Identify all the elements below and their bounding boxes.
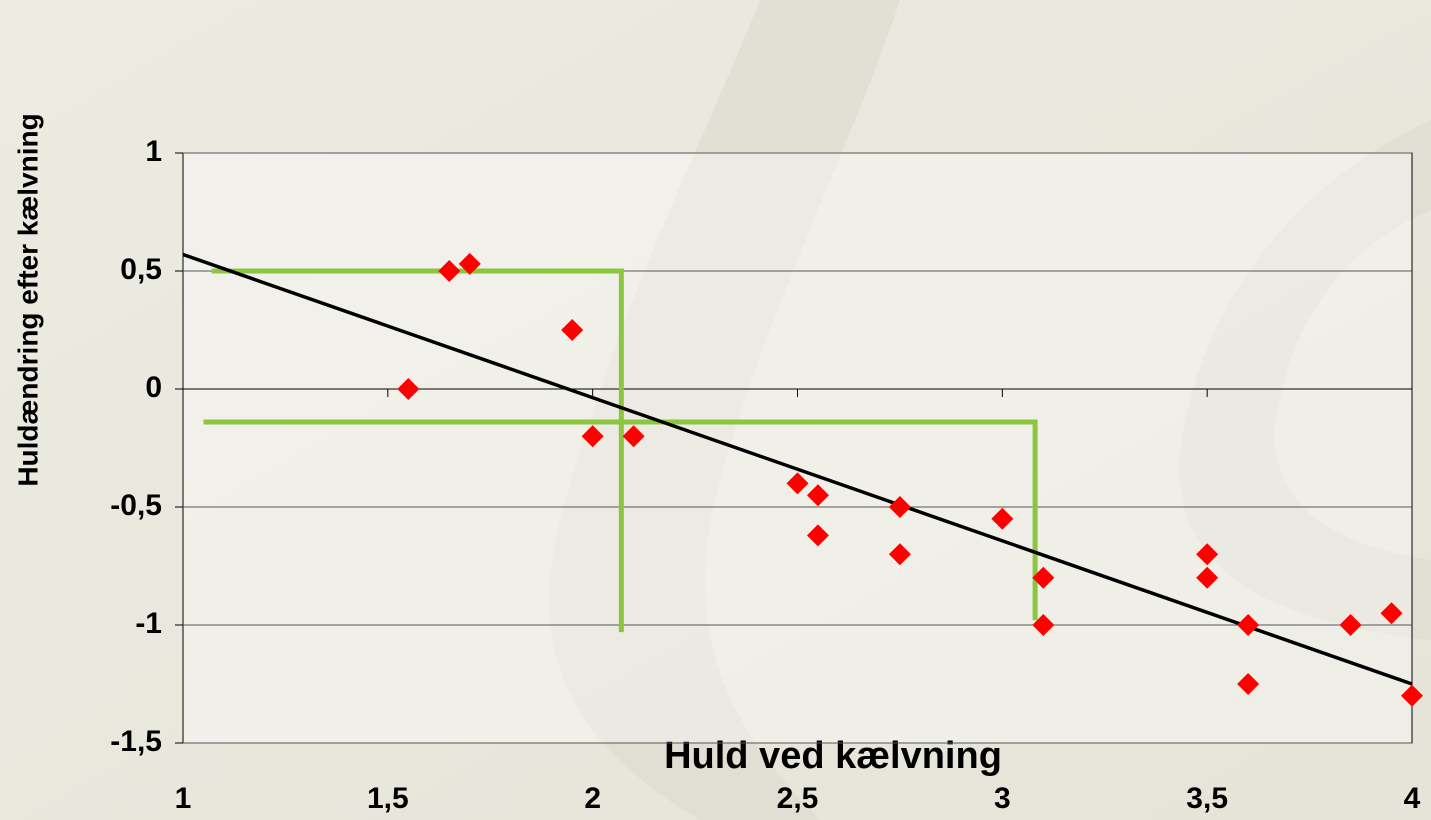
guide-line [203, 419, 1038, 621]
point [806, 524, 829, 547]
x-tick-label: 2,5 [777, 782, 819, 815]
point [991, 507, 1014, 530]
point [806, 484, 829, 507]
y-tick-label: 0 [145, 371, 162, 404]
guide-line [211, 268, 624, 633]
x-tick-label: 4 [1404, 782, 1421, 815]
point [622, 425, 645, 448]
x-tick-label: 3,5 [1186, 782, 1228, 815]
point [1032, 614, 1055, 636]
point [1196, 566, 1219, 589]
y-tick-label: -1 [135, 607, 162, 640]
point [1196, 543, 1219, 566]
point [1237, 614, 1260, 636]
x-tick-label: 1 [175, 782, 192, 815]
plot-area [182, 152, 1413, 744]
point [888, 543, 911, 566]
point [397, 378, 420, 400]
x-tick-label: 3 [994, 782, 1011, 815]
y-tick-label: 1 [145, 135, 162, 168]
point [888, 496, 911, 518]
decoration [549, 0, 900, 820]
point [1380, 602, 1403, 625]
point [1237, 673, 1260, 695]
decoration [1179, 120, 1431, 640]
y-tick-label: 0,5 [120, 253, 162, 286]
y-tick-label: -1,5 [110, 725, 162, 758]
x-tick-label: 2 [584, 782, 601, 815]
x-axis-label: Huld ved kælvning [664, 735, 1002, 777]
point [581, 425, 604, 448]
x-tick-label: 1,5 [367, 782, 409, 815]
trendline [182, 252, 1413, 686]
point [458, 252, 481, 275]
point [438, 260, 461, 282]
y-axis-label: Huldændring efter kælvning [12, 113, 43, 486]
point [1339, 614, 1362, 636]
point [1032, 566, 1055, 589]
point [561, 319, 584, 341]
point [1401, 684, 1423, 707]
point [786, 472, 809, 495]
y-tick-label: -0,5 [110, 489, 162, 522]
